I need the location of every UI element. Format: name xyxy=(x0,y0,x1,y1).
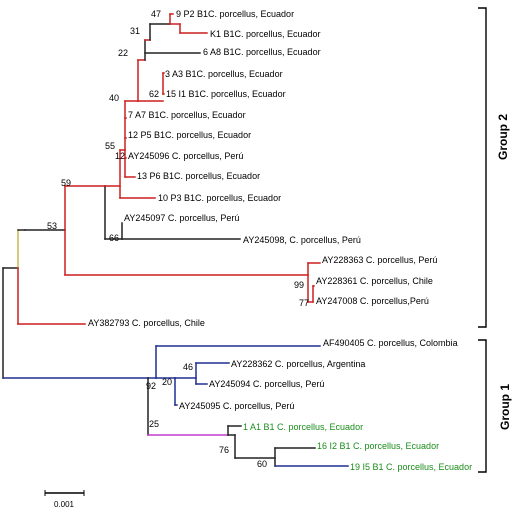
tree-branches xyxy=(2,13,349,467)
leaf-label: AY382793 C. porcellus, Chile xyxy=(88,318,205,328)
leaf-label: 13 P6 B1C. porcellus, Ecuador xyxy=(137,171,260,181)
leaf-label: 10 P3 B1C. porcellus, Ecuador xyxy=(158,193,281,203)
leaf-labels: 9 P2 B1C. porcellus, Ecuador K1 B1C. por… xyxy=(88,9,472,472)
bootstrap-value: 20 xyxy=(162,377,172,387)
bootstrap-value: 55 xyxy=(105,141,115,151)
bootstrap-value: 40 xyxy=(109,93,119,103)
leaf-label: 19 I5 B1 C. porcellus, Ecuador xyxy=(350,462,472,472)
group-2-bracket xyxy=(478,7,487,328)
leaf-label: 3 A3 B1C. porcellus, Ecuador xyxy=(165,69,283,79)
bootstrap-value: 99 xyxy=(294,280,304,290)
leaf-label: AY247008 C. porcellus,Perú xyxy=(316,296,429,306)
bootstrap-value: 76 xyxy=(219,445,229,455)
bootstrap-value: 59 xyxy=(61,178,71,188)
bootstrap-value: 92 xyxy=(146,381,156,391)
leaf-label: 12 P5 B1C. porcellus, Ecuador xyxy=(128,130,251,140)
leaf-label: 6 A8 B1C. porcellus, Ecuador xyxy=(203,47,321,57)
bootstrap-value: 62 xyxy=(149,89,159,99)
bootstrap-value: 66 xyxy=(109,233,119,243)
group-brackets: Group 2 Group 1 xyxy=(478,7,512,473)
leaf-label: AY245094 C. porcellus, Perú xyxy=(209,379,324,389)
leaf-label: AY228361 C. porcellus, Chile xyxy=(316,276,433,286)
bootstrap-value: 31 xyxy=(130,26,140,36)
leaf-label: AY245098, C. porcellus, Perú xyxy=(243,235,361,245)
group-1-bracket xyxy=(478,339,487,473)
bootstrap-value: 25 xyxy=(149,419,159,429)
bootstrap-value: 46 xyxy=(183,362,193,372)
leaf-label: AF490405 C. porcellus, Colombia xyxy=(323,338,458,348)
bootstrap-value: 12 xyxy=(115,151,125,161)
leaf-label: AY245097 C. porcellus, Perú xyxy=(124,213,239,223)
leaf-label: 15 I1 B1C. porcellus, Ecuador xyxy=(166,89,286,99)
leaf-label: AY245095 C. porcellus, Perú xyxy=(179,401,294,411)
leaf-label: AY245096 C. porcellus, Perú xyxy=(128,151,243,161)
leaf-label: 9 P2 B1C. porcellus, Ecuador xyxy=(176,9,294,19)
leaf-label: AY228363 C. porcellus, Perú xyxy=(322,255,437,265)
bootstrap-value: 22 xyxy=(118,48,128,58)
scale-bar-label: 0.001 xyxy=(54,500,75,509)
leaf-label: 1 A1 B1 C. porcellus, Ecuador xyxy=(243,422,363,432)
bootstrap-value: 53 xyxy=(47,221,57,231)
leaf-label: K1 B1C. porcellus, Ecuador xyxy=(210,29,321,39)
bootstrap-value: 47 xyxy=(151,9,161,19)
group-2-label: Group 2 xyxy=(496,114,510,160)
group-1-label: Group 1 xyxy=(498,384,512,430)
bootstrap-value: 77 xyxy=(299,298,309,308)
leaf-label: 7 A7 B1C. porcellus, Ecuador xyxy=(128,110,246,120)
bootstrap-values: 47 31 22 62 40 55 12 59 53 66 99 77 46 2… xyxy=(47,9,309,469)
bootstrap-value: 60 xyxy=(257,459,267,469)
leaf-label: 16 I2 B1 C. porcellus, Ecuador xyxy=(317,441,439,451)
leaf-label: AY228362 C. porcellus, Argentina xyxy=(231,359,365,369)
scale-bar: 0.001 xyxy=(44,490,85,509)
